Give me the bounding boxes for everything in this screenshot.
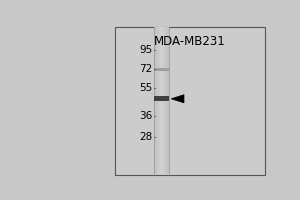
Text: 55: 55 — [139, 83, 153, 93]
Text: 36: 36 — [139, 111, 153, 121]
Bar — [154, 68, 169, 71]
Bar — [159, 27, 160, 175]
Polygon shape — [171, 95, 184, 103]
Bar — [116, 27, 266, 175]
Bar — [154, 96, 169, 101]
Bar — [156, 27, 157, 175]
Bar — [168, 27, 169, 175]
Bar — [160, 27, 161, 175]
Text: 28: 28 — [139, 132, 153, 142]
Bar — [158, 27, 159, 175]
Bar — [166, 27, 167, 175]
Bar — [157, 27, 158, 175]
Bar — [164, 27, 165, 175]
Text: 95: 95 — [139, 45, 153, 55]
Bar — [165, 27, 166, 175]
Bar — [155, 27, 156, 175]
Bar — [154, 27, 155, 175]
Bar — [162, 27, 163, 175]
Bar — [161, 27, 162, 175]
Text: 72: 72 — [139, 64, 153, 74]
Bar — [167, 27, 168, 175]
Bar — [163, 27, 164, 175]
Text: MDA-MB231: MDA-MB231 — [154, 35, 226, 48]
